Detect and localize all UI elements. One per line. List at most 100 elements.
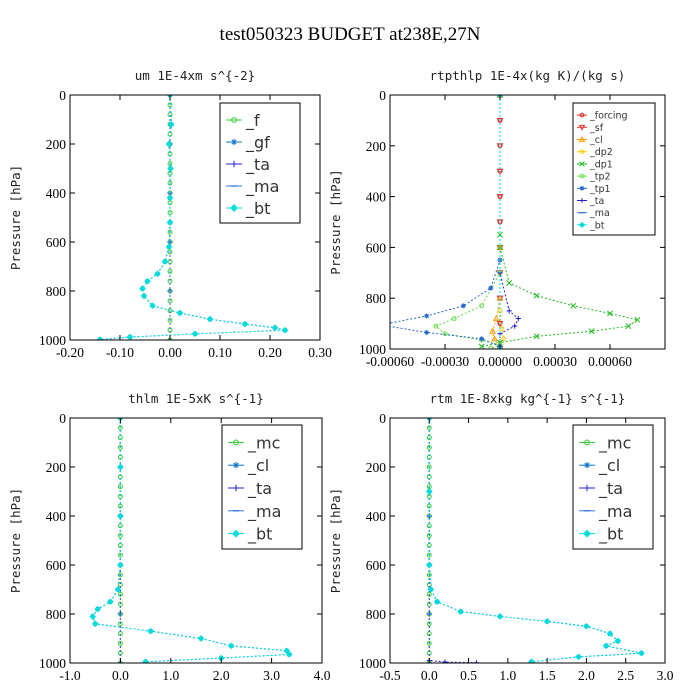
legend-swatch-marker — [579, 173, 585, 179]
y-tick-label: 1000 — [359, 342, 386, 357]
data-point — [528, 658, 535, 663]
data-point — [117, 512, 124, 520]
data-point — [426, 503, 432, 509]
data-point — [96, 336, 104, 340]
data-point — [271, 324, 279, 332]
data-point — [167, 121, 175, 128]
y-axis-label: Pressure [hPa] — [328, 169, 343, 274]
x-tick-label: 3.0 — [657, 668, 674, 683]
legend-swatch-marker — [232, 462, 240, 469]
x-tick-label: 2.0 — [213, 668, 230, 683]
panel-2: rtpthlp 1E-4x(kg K)/(kg s) Pressure [hPa]… — [328, 68, 666, 369]
data-point — [89, 613, 96, 620]
data-point — [491, 335, 498, 342]
data-point — [634, 316, 641, 323]
data-point — [496, 168, 504, 175]
data-point — [426, 640, 432, 646]
data-point — [94, 605, 102, 613]
plot-frame — [69, 94, 321, 341]
data-point — [114, 586, 122, 593]
data-point — [442, 659, 448, 663]
data-point — [506, 280, 513, 286]
data-point — [281, 326, 289, 334]
data-point — [501, 336, 507, 342]
legend-label: _bt — [589, 220, 605, 231]
legend-swatch-marker — [578, 124, 586, 131]
data-point — [147, 627, 154, 635]
x-tick-label: 3.0 — [263, 668, 280, 683]
data-point — [167, 317, 173, 323]
legend-box — [572, 102, 656, 236]
y-tick-label: 0 — [379, 88, 386, 103]
data-point — [117, 591, 123, 597]
x-tick-label: -1.0 — [59, 668, 81, 683]
x-tick-label: -0.10 — [106, 345, 134, 360]
data-point — [427, 586, 435, 593]
x-tick-label: 1.0 — [499, 668, 516, 683]
legend-swatch-marker — [578, 221, 586, 229]
legend-label: _tp1 — [589, 184, 611, 195]
legend-swatch-marker — [230, 160, 238, 168]
legend-label: _ma — [589, 208, 610, 219]
x-tick-label: -0.00060 — [366, 354, 415, 369]
x-tick-label: -0.5 — [379, 668, 401, 683]
data-point — [167, 165, 174, 172]
legend-box — [572, 424, 654, 550]
legend: _forcing_sf_cl_dp2_dp1 _tp2_tp1_ta_ma_bt — [572, 102, 656, 236]
data-point — [144, 277, 151, 285]
data-point — [426, 464, 432, 470]
y-tick-label: 800 — [46, 607, 67, 622]
data-point — [512, 323, 518, 329]
legend-swatch-marker — [232, 484, 240, 492]
y-axis-label: Pressure [hPa] — [8, 488, 23, 593]
x-tick-label: 2.5 — [617, 668, 634, 683]
y-tick-label: 0 — [59, 88, 66, 103]
data-point — [425, 488, 433, 495]
series-line — [434, 95, 502, 349]
x-tick-label: 4.0 — [314, 668, 331, 683]
data-point — [191, 330, 199, 338]
legend-swatch-marker — [579, 198, 585, 203]
x-tick-label: 2.0 — [578, 668, 595, 683]
legend-label: _dp2 — [589, 147, 613, 158]
legend-label: _f — [245, 111, 260, 131]
legend: _mc _cl _ta _ma _bt — [572, 424, 654, 550]
data-point — [426, 572, 432, 578]
data-point — [425, 561, 433, 569]
panel-3: thlm 1E-5xK s^{-1} Pressure [hPa] -1.0 0.0 1… — [8, 391, 331, 683]
series-tp2 — [433, 95, 503, 349]
legend-label: _bt — [598, 525, 623, 545]
data-point — [167, 268, 173, 274]
data-point — [149, 302, 156, 310]
data-point — [167, 229, 173, 235]
data-point — [543, 618, 551, 625]
data-point — [154, 270, 161, 278]
y-tick-label: 400 — [46, 509, 67, 524]
figure-title: test050323 BUDGET at238E,27N — [220, 24, 481, 45]
series-layer — [96, 95, 289, 340]
data-point — [241, 320, 249, 328]
data-point — [165, 243, 173, 251]
data-point — [488, 285, 494, 291]
x-tick-label: 1.0 — [162, 668, 179, 683]
legend-label: _bt — [247, 525, 272, 545]
data-point — [117, 444, 123, 450]
x-tick-label: -0.20 — [56, 345, 84, 360]
legend-label: _sf — [589, 123, 604, 134]
legend-label: _cl — [589, 135, 603, 146]
legend-label: _mc — [598, 433, 631, 453]
y-tick-label: 400 — [366, 509, 387, 524]
x-tick-label: 0.5 — [460, 668, 477, 683]
data-point — [424, 313, 430, 319]
data-point — [433, 323, 439, 329]
data-point — [496, 194, 504, 201]
legend-swatch-marker — [578, 136, 586, 142]
data-point — [117, 552, 123, 558]
data-point — [117, 484, 123, 490]
data-point — [117, 425, 123, 431]
legend-label: _bt — [245, 199, 270, 219]
data-point — [460, 303, 466, 309]
legend-label: _ta — [598, 479, 623, 499]
data-point — [638, 649, 645, 657]
data-point — [176, 309, 184, 317]
